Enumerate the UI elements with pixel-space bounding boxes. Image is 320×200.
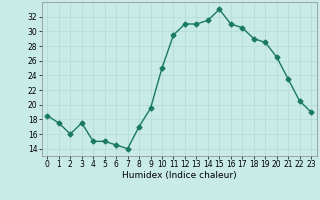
X-axis label: Humidex (Indice chaleur): Humidex (Indice chaleur) <box>122 171 236 180</box>
